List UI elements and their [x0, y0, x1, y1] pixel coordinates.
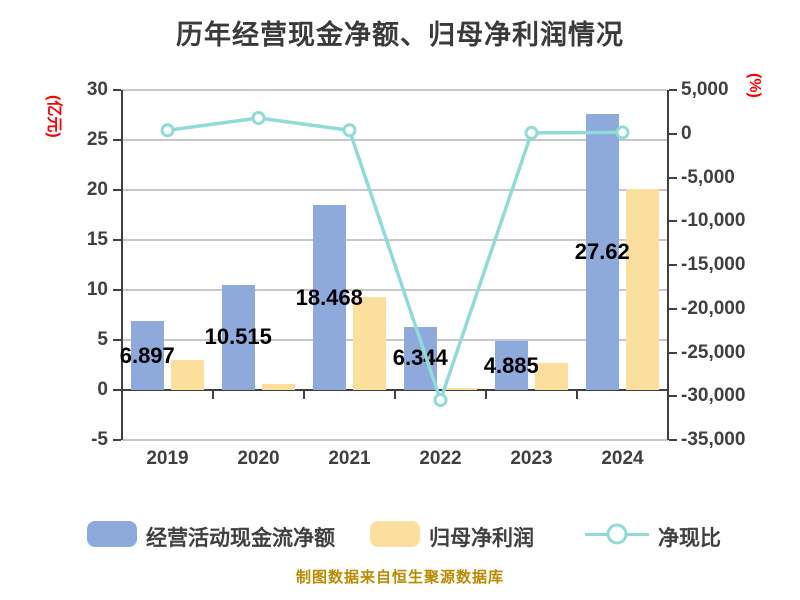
right-axis-tick-label: 0	[681, 122, 692, 144]
x-axis-tick	[485, 390, 487, 399]
bar-value-label-2023: 4.885	[483, 352, 539, 378]
right-axis-tick	[669, 220, 677, 223]
left-axis-tick-label: 0	[97, 379, 108, 400]
left-axis-tick	[113, 239, 121, 241]
left-axis-tick-label: -5	[91, 429, 108, 450]
left-axis-tick	[113, 189, 121, 191]
right-axis-tick-label: -30,000	[681, 385, 746, 407]
right-axis-tick-label: -20,000	[681, 297, 746, 319]
right-axis-tick-label: -25,000	[681, 341, 746, 363]
legend-marker-circle-icon	[606, 523, 628, 545]
bar-net-profit-2023	[535, 363, 569, 390]
right-axis-unit-label: (%)	[746, 73, 763, 98]
legend-label-cash-ratio: 净现比	[658, 527, 721, 550]
left-axis-tick-label: 25	[86, 129, 108, 150]
left-axis-tick-label: 30	[86, 79, 108, 100]
bar-value-label-2022: 6.344	[392, 345, 448, 371]
x-axis-tick	[212, 390, 214, 399]
bar-net-profit-2020	[262, 384, 296, 390]
bar-operating-cash-2019	[130, 321, 164, 390]
left-axis-tick-label: 15	[86, 229, 108, 250]
x-axis-tick	[576, 390, 578, 399]
right-axis-line	[667, 90, 669, 440]
grid-line	[122, 439, 668, 441]
right-axis-tick	[669, 439, 677, 441]
data-source-note: 制图数据来自恒生聚源数据库	[295, 569, 504, 586]
right-axis-tick-label: -15,000	[681, 254, 746, 275]
left-axis-tick-label: 20	[86, 179, 108, 200]
right-axis-tick-label: 5,000	[681, 79, 729, 100]
right-axis-tick-label: -10,000	[681, 210, 746, 232]
left-axis-tick	[113, 139, 121, 141]
legend-label-net-profit: 归母净利润	[429, 527, 534, 550]
left-axis-tick	[113, 389, 121, 391]
ratio-line-marker-2023	[524, 125, 539, 140]
legend-label-operating-cash: 经营活动现金流净额	[146, 527, 335, 550]
left-axis-tick	[113, 89, 121, 91]
right-axis-tick	[669, 307, 677, 310]
right-axis-tick	[669, 395, 677, 398]
chart-title: 历年经营现金净额、归母净利润情况	[176, 20, 624, 50]
x-axis-label-2023: 2023	[510, 448, 553, 469]
left-axis-tick	[113, 289, 121, 291]
x-axis-label-2021: 2021	[328, 448, 371, 469]
x-axis-label-2022: 2022	[419, 448, 462, 469]
x-axis-label-2020: 2020	[237, 448, 280, 469]
bar-net-profit-2022	[444, 388, 478, 390]
bar-net-profit-2024	[626, 189, 660, 390]
right-axis-tick	[669, 132, 677, 135]
ratio-line-marker-2019	[160, 123, 175, 138]
left-axis-tick	[113, 339, 121, 341]
left-axis-tick-label: 5	[97, 329, 108, 350]
x-axis-label-2019: 2019	[146, 448, 189, 469]
left-axis-tick	[113, 439, 121, 441]
legend-line-marker	[585, 521, 649, 547]
right-axis-tick	[669, 264, 677, 266]
x-axis-label-2024: 2024	[601, 448, 644, 469]
right-axis-tick	[669, 89, 677, 91]
bar-value-label-2019: 6.897	[119, 342, 175, 368]
ratio-line-marker-2021	[342, 123, 357, 138]
x-axis-tick	[394, 390, 396, 399]
x-axis-tick	[303, 390, 305, 399]
bar-net-profit-2019	[171, 360, 205, 390]
ratio-line-marker-2020	[251, 111, 266, 125]
legend-swatch-net-profit	[370, 521, 420, 547]
bar-value-label-2021: 18.468	[295, 284, 363, 310]
right-axis-tick-label: -5,000	[681, 166, 735, 188]
right-axis-tick	[669, 176, 677, 179]
ratio-line-marker-2022	[433, 393, 448, 407]
right-axis-tick	[669, 351, 677, 354]
legend: 经营活动现金流净额 归母净利润 净现比	[0, 518, 800, 550]
right-axis-tick-label: -35,000	[681, 429, 746, 450]
left-axis-line	[121, 90, 123, 440]
bar-value-label-2024: 27.62	[574, 238, 630, 264]
bar-value-label-2020: 10.515	[204, 324, 272, 350]
bar-net-profit-2021	[353, 297, 387, 390]
grid-line	[122, 89, 668, 91]
legend-swatch-operating-cash	[87, 521, 137, 547]
left-axis-tick-label: 10	[86, 279, 108, 300]
